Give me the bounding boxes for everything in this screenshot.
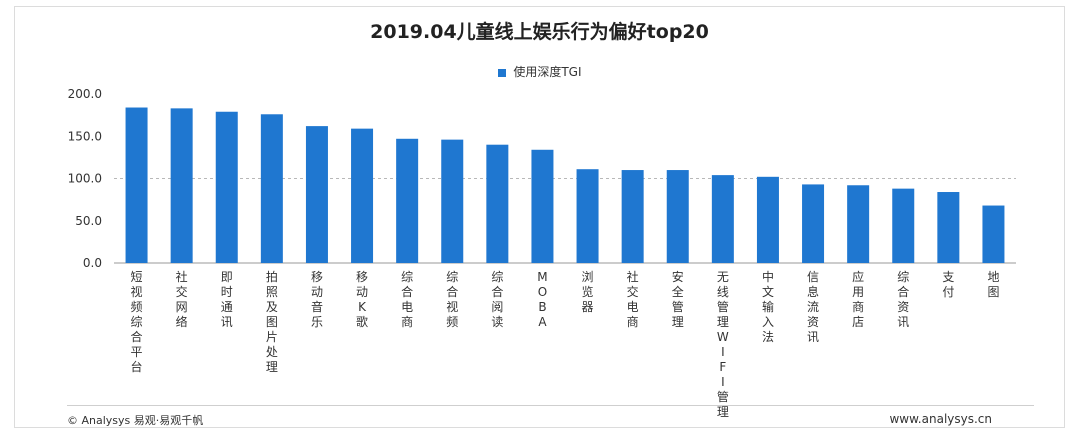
x-tick-label: 即时通讯 — [221, 270, 233, 329]
bar — [711, 175, 734, 263]
x-tick-label: 支付 — [942, 270, 954, 299]
y-tick-label: 100.0 — [68, 172, 102, 186]
x-tick-label: 拍照及图片处理 — [266, 269, 278, 374]
bar — [305, 126, 328, 263]
x-tick-label: 中文输入法 — [762, 269, 774, 344]
x-tick-label: 浏览器 — [582, 270, 594, 314]
x-tick-label: 安全管理 — [672, 269, 684, 329]
y-tick-label: 200.0 — [68, 87, 102, 101]
bar — [666, 170, 689, 263]
legend-label: 使用深度TGI — [513, 65, 582, 79]
x-tick-label: 综合电商 — [401, 270, 413, 329]
x-tick-label: 信息流资讯 — [807, 270, 819, 344]
bar — [125, 107, 148, 264]
x-tick-label: 综合视频 — [446, 270, 458, 329]
footer-url: www.analysys.cn — [889, 412, 992, 426]
bar — [396, 138, 419, 263]
x-tick-label: 移动音乐 — [311, 270, 323, 329]
bar — [260, 114, 283, 263]
y-tick-label: 150.0 — [68, 129, 102, 143]
bar — [937, 192, 960, 263]
chart-title: 2019.04儿童线上娱乐行为偏好top20 — [370, 21, 709, 43]
x-tick-label: 综合资讯 — [897, 270, 909, 329]
bar — [756, 176, 779, 263]
x-tick-label: 移动 K 歌 — [356, 270, 368, 329]
bar — [170, 108, 193, 264]
x-tick-label: 短视频综合平台 — [131, 270, 143, 374]
bar — [531, 149, 554, 263]
x-tick-label: 综合阅读 — [491, 270, 503, 329]
bar — [847, 185, 870, 263]
bar — [576, 169, 599, 263]
x-tick-label: 社交网络 — [176, 269, 188, 329]
legend-swatch — [497, 68, 506, 77]
bar — [215, 111, 238, 264]
bar — [486, 144, 509, 263]
bar — [621, 170, 644, 263]
footer-copyright: © Analysys 易观·易观千帆 — [67, 414, 204, 427]
x-tick-label: 应用商店 — [852, 269, 864, 329]
y-tick-label: 50.0 — [75, 214, 102, 228]
bar — [892, 188, 915, 263]
x-tick-label: 地图 — [987, 270, 999, 299]
bar — [441, 139, 464, 263]
x-tick-label: 社交电商 — [627, 269, 639, 329]
bar — [351, 128, 374, 263]
y-tick-label: 0.0 — [83, 256, 102, 270]
legend: 使用深度TGI — [15, 63, 1064, 80]
x-tick-label: 无线管理 W I F I 管理 — [717, 270, 729, 419]
bar — [982, 205, 1005, 263]
footer-divider — [67, 405, 1034, 406]
bar — [802, 184, 825, 263]
